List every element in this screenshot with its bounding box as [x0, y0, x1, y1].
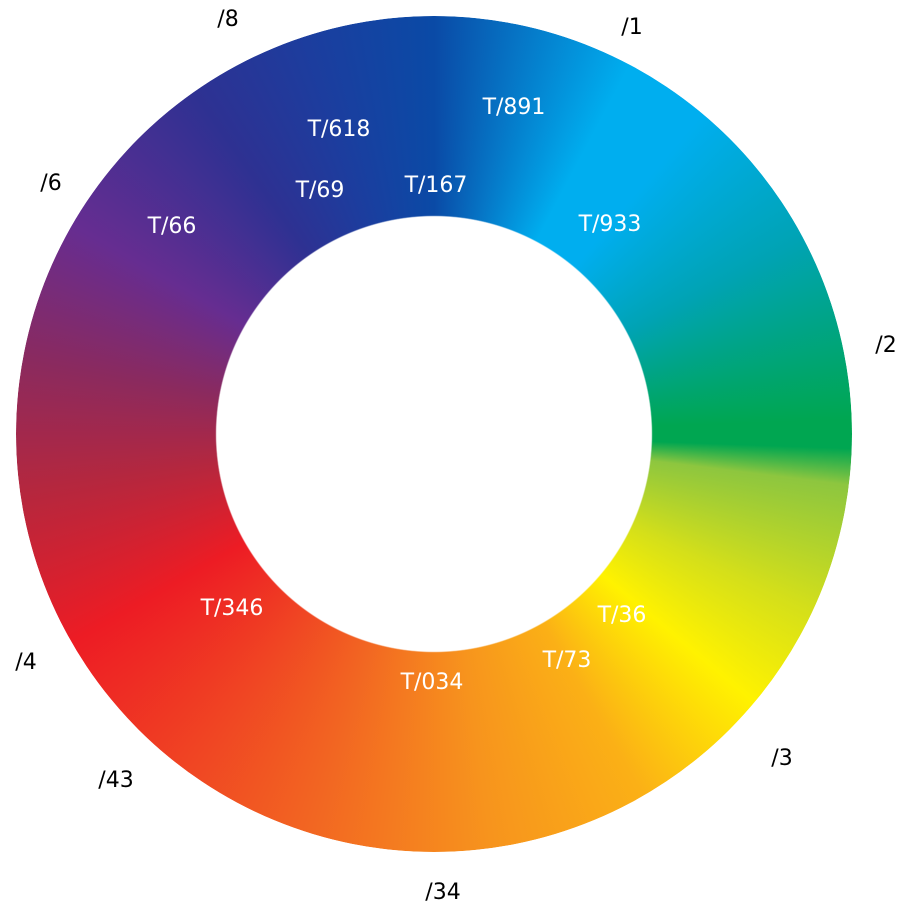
outer-label-3: /3	[771, 746, 793, 771]
inner-label-73: T/73	[542, 648, 592, 673]
outer-label-6: /6	[40, 171, 62, 196]
outer-label-4: /4	[15, 650, 37, 675]
inner-label-69: T/69	[295, 178, 345, 203]
inner-label-167: T/167	[404, 173, 468, 198]
outer-label-1: /1	[621, 15, 643, 40]
color-ring	[16, 16, 852, 852]
inner-label-891: T/891	[482, 95, 546, 120]
outer-label-43: /43	[98, 768, 134, 793]
outer-label-34: /34	[425, 880, 461, 905]
inner-label-618: T/618	[307, 117, 371, 142]
inner-label-034: T/034	[400, 670, 464, 695]
inner-label-66: T/66	[147, 214, 197, 239]
inner-label-36: T/36	[597, 603, 647, 628]
outer-label-2: /2	[875, 333, 897, 358]
inner-label-346: T/346	[200, 596, 264, 621]
inner-label-933: T/933	[578, 212, 642, 237]
outer-label-8: /8	[217, 7, 239, 32]
